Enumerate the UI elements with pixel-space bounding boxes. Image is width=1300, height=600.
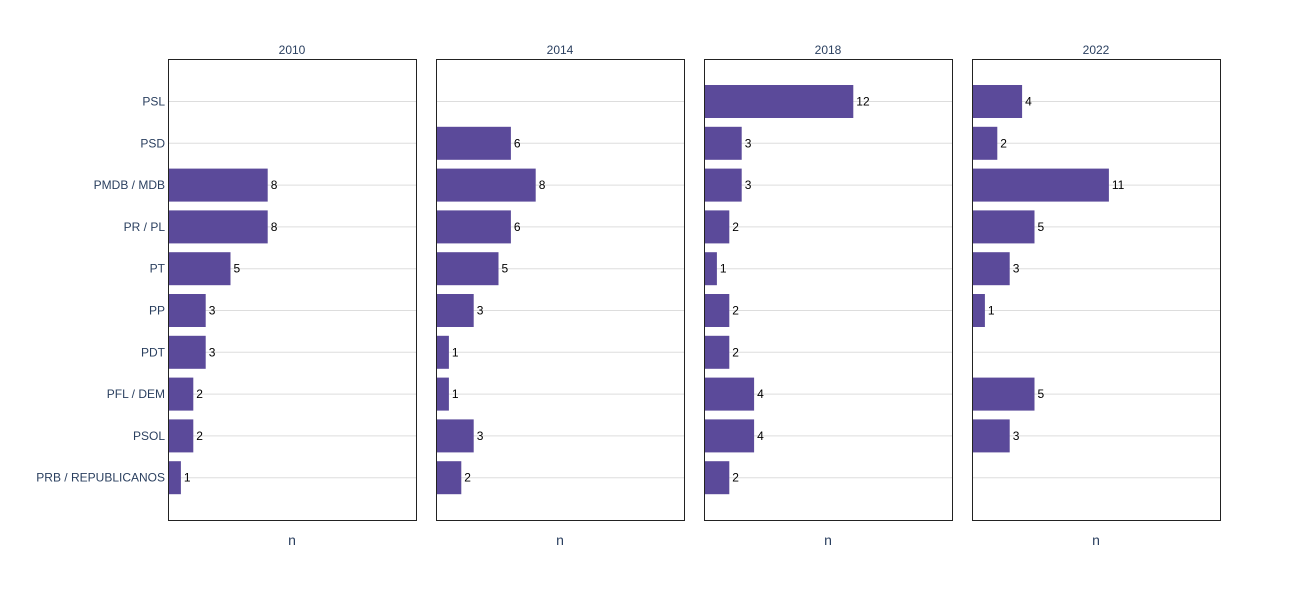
bar — [972, 377, 1035, 411]
value-label: 4 — [757, 387, 764, 401]
value-label: 3 — [209, 304, 216, 318]
value-label: 3 — [745, 136, 752, 150]
bar — [436, 377, 449, 411]
bar — [168, 461, 181, 495]
value-label: 3 — [209, 345, 216, 359]
facet-panel-2022: 2022 4 2 11 5 3 1 5 3 n — [972, 43, 1221, 548]
value-label: 2 — [196, 387, 203, 401]
bar — [972, 126, 998, 160]
bar — [436, 252, 499, 286]
bar — [972, 419, 1010, 453]
value-label: 6 — [514, 220, 521, 234]
x-axis-title: n — [556, 532, 564, 548]
bar — [704, 85, 854, 118]
facet-title: 2010 — [279, 43, 306, 57]
value-label: 4 — [757, 429, 764, 443]
value-label: 1 — [720, 262, 727, 276]
value-label: 1 — [184, 471, 191, 485]
value-label: 2 — [1000, 136, 1007, 150]
category-label: PFL / DEM — [107, 387, 165, 401]
value-label: 12 — [856, 95, 870, 109]
value-label: 2 — [732, 345, 739, 359]
value-label: 3 — [477, 304, 484, 318]
category-label: PSOL — [133, 429, 165, 443]
bar — [436, 126, 511, 160]
bar — [704, 419, 755, 453]
value-label: 8 — [539, 178, 546, 192]
value-label: 2 — [464, 471, 471, 485]
facet-panel-2014: 2014 6 8 6 5 3 1 1 3 2 n — [436, 43, 685, 548]
x-axis-title: n — [824, 532, 832, 548]
value-label: 8 — [271, 178, 278, 192]
panel-border — [168, 59, 417, 521]
value-label: 5 — [234, 262, 241, 276]
value-label: 2 — [732, 471, 739, 485]
value-label: 1 — [988, 304, 995, 318]
category-label: PSD — [140, 136, 165, 150]
bar — [436, 461, 462, 495]
value-label: 4 — [1025, 95, 1032, 109]
value-label: 2 — [732, 220, 739, 234]
bar — [704, 294, 730, 327]
bar — [168, 335, 206, 369]
category-label: PT — [150, 262, 166, 276]
bar — [168, 168, 268, 202]
facet-title: 2018 — [815, 43, 842, 57]
bar — [704, 335, 730, 369]
category-label: PP — [149, 304, 165, 318]
panel-border — [972, 59, 1221, 521]
x-axis-title: n — [288, 532, 296, 548]
category-label: PMDB / MDB — [94, 178, 165, 192]
facet-title: 2014 — [547, 43, 574, 57]
category-label: PRB / REPUBLICANOS — [36, 471, 165, 485]
value-label: 1 — [452, 387, 459, 401]
bar — [972, 252, 1010, 286]
bar — [168, 252, 231, 286]
value-label: 2 — [732, 304, 739, 318]
value-label: 3 — [477, 429, 484, 443]
category-label: PDT — [141, 345, 166, 359]
value-label: 3 — [1013, 262, 1020, 276]
bar — [704, 461, 730, 495]
bar — [168, 294, 206, 327]
x-axis-title: n — [1092, 532, 1100, 548]
bar — [168, 210, 268, 244]
facet-title: 2022 — [1083, 43, 1110, 57]
bar — [436, 294, 474, 327]
panel-border — [436, 59, 685, 521]
value-label: 5 — [1038, 220, 1045, 234]
panel-border — [704, 59, 953, 521]
bar — [704, 210, 730, 244]
value-label: 1 — [452, 345, 459, 359]
bar — [168, 419, 194, 453]
bar — [704, 252, 717, 286]
bar — [168, 377, 194, 411]
value-label: 8 — [271, 220, 278, 234]
value-label: 6 — [514, 136, 521, 150]
bar — [704, 168, 742, 202]
value-label: 5 — [1038, 387, 1045, 401]
bar — [704, 377, 755, 411]
value-label: 2 — [196, 429, 203, 443]
bar — [972, 85, 1023, 118]
bar — [972, 210, 1035, 244]
bar — [972, 294, 985, 327]
value-label: 5 — [502, 262, 509, 276]
value-label: 3 — [745, 178, 752, 192]
bar — [704, 126, 742, 160]
category-label: PSL — [142, 95, 165, 109]
value-label: 3 — [1013, 429, 1020, 443]
bar — [436, 210, 511, 244]
bar — [436, 168, 536, 202]
bar — [436, 419, 474, 453]
bar — [972, 168, 1109, 202]
facet-panel-2010: 2010 8 8 5 3 3 2 2 1 n — [168, 43, 417, 548]
category-label: PR / PL — [124, 220, 166, 234]
bar — [436, 335, 449, 369]
value-label: 11 — [1112, 178, 1125, 192]
